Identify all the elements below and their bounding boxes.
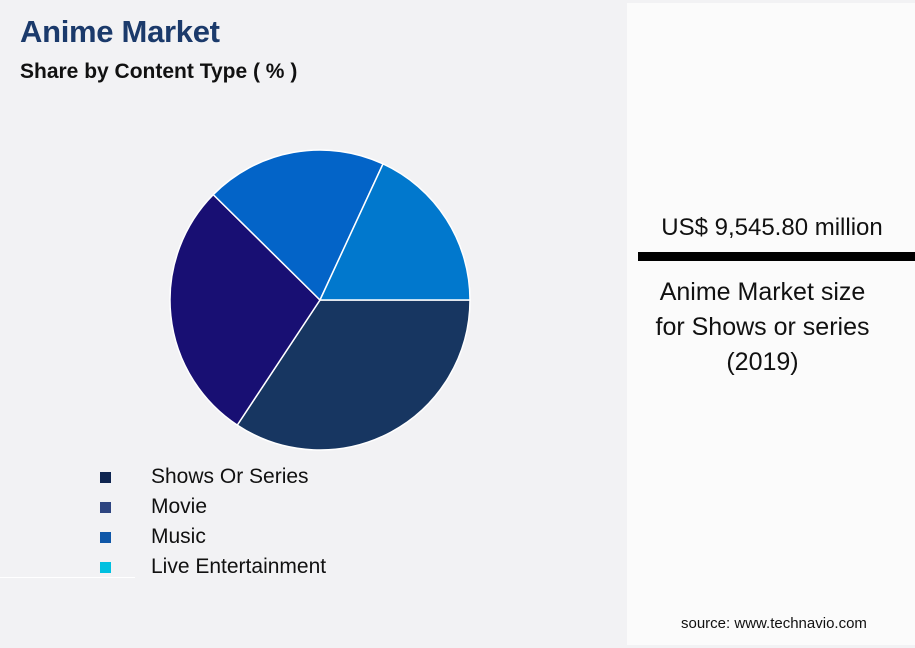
legend-item-shows-or-series: Shows Or Series xyxy=(100,462,326,492)
legend-label: Shows Or Series xyxy=(151,465,309,488)
legend-label: Movie xyxy=(151,495,208,518)
legend-swatch-icon xyxy=(100,531,111,543)
caption-line: (2019) xyxy=(726,348,799,376)
legend-label: Music xyxy=(151,525,206,548)
market-size-caption: Anime Market size for Shows or series (2… xyxy=(627,275,898,380)
legend-swatch-icon xyxy=(100,561,111,573)
caption-line: for Shows or series xyxy=(655,313,870,341)
legend-item-movie: Movie xyxy=(100,492,326,522)
legend-swatch-icon xyxy=(100,501,111,513)
legend-item-music: Music xyxy=(100,522,326,552)
divider xyxy=(0,577,135,578)
chart-subtitle: Share by Content Type ( % ) xyxy=(20,60,298,83)
caption-line: Anime Market size xyxy=(659,278,866,306)
legend-item-live-entertainment: Live Entertainment xyxy=(100,552,326,582)
pie-slice-movie xyxy=(169,193,321,427)
pie-slice-live-entertainment xyxy=(318,162,471,301)
chart-title: Anime Market xyxy=(20,14,220,49)
market-size-value: US$ 9,545.80 million xyxy=(661,214,883,241)
pie-chart xyxy=(169,149,471,451)
legend-swatch-icon xyxy=(100,471,111,483)
stat-panel: US$ 9,545.80 million Anime Market size f… xyxy=(627,3,915,645)
pie-slice-music xyxy=(212,149,385,302)
source-credit: source: www.technavio.com xyxy=(681,615,867,632)
stat-underline xyxy=(638,252,915,261)
legend: Shows Or Series Movie Music Live Enterta… xyxy=(100,462,326,582)
legend-label: Live Entertainment xyxy=(151,555,327,578)
